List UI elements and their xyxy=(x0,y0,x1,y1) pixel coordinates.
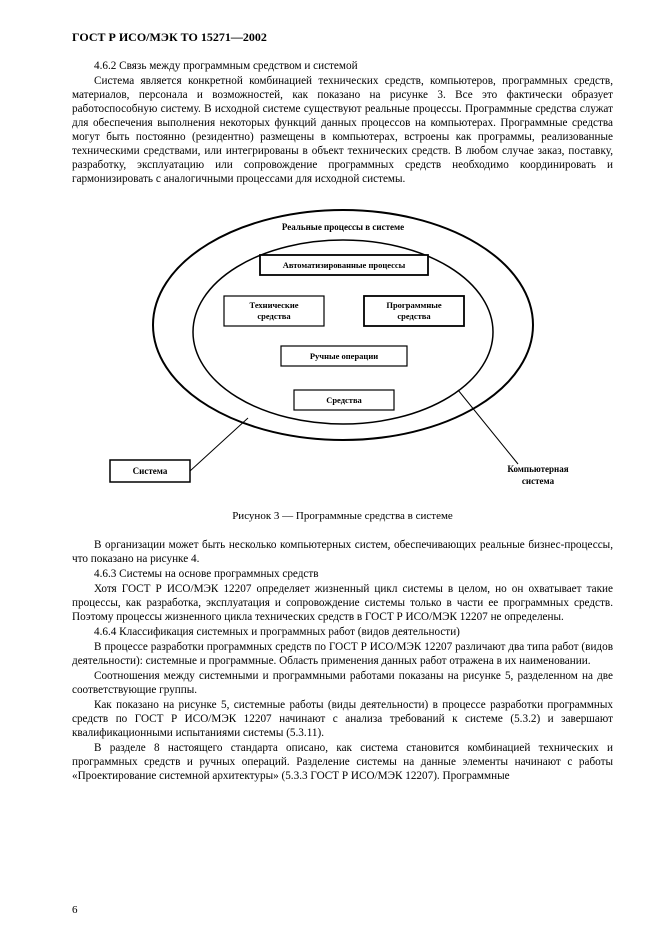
label-computer-system-1: Компьютерная xyxy=(507,464,568,474)
section-4-6-4-p4: В разделе 8 настоящего стандарта описано… xyxy=(72,741,613,783)
label-technical-means-2: средства xyxy=(257,311,291,321)
label-means: Средства xyxy=(326,395,362,405)
label-technical-means-1: Технические xyxy=(249,300,298,310)
figure-3-container: Реальные процессы в системе Автоматизиров… xyxy=(72,200,613,500)
label-computer-system-2: система xyxy=(521,476,554,486)
label-manual-ops: Ручные операции xyxy=(309,351,377,361)
label-software-means-2: средства xyxy=(397,311,431,321)
document-page: ГОСТ Р ИСО/МЭК ТО 15271—2002 4.6.2 Связь… xyxy=(0,0,661,936)
section-4-6-3-body: Хотя ГОСТ Р ИСО/МЭК 12207 определяет жиз… xyxy=(72,582,613,624)
section-4-6-4-p3: Как показано на рисунке 5, системные раб… xyxy=(72,698,613,740)
section-4-6-2-heading: 4.6.2 Связь между программным средством … xyxy=(72,59,613,73)
section-4-6-4-heading: 4.6.4 Классификация системных и программ… xyxy=(72,625,613,639)
section-4-6-3-heading: 4.6.3 Системы на основе программных сред… xyxy=(72,567,613,581)
page-number: 6 xyxy=(72,904,78,916)
label-system: Система xyxy=(132,466,167,476)
leader-system xyxy=(190,418,248,471)
section-4-6-4-p1: В процессе разработки программных средст… xyxy=(72,640,613,668)
figure-3-caption: Рисунок 3 — Программные средства в систе… xyxy=(72,510,613,522)
leader-computer-system xyxy=(458,390,518,464)
section-4-6-4-p2: Соотношения между системными и программн… xyxy=(72,669,613,697)
figure-3-diagram: Реальные процессы в системе Автоматизиров… xyxy=(98,200,588,500)
document-standard-header: ГОСТ Р ИСО/МЭК ТО 15271—2002 xyxy=(72,30,613,45)
label-software-means-1: Программные xyxy=(386,300,442,310)
after-figure-paragraph: В организации может быть несколько компь… xyxy=(72,538,613,566)
section-4-6-2-body: Система является конкретной комбинацией … xyxy=(72,74,613,186)
label-automated-processes: Автоматизированные процессы xyxy=(282,260,405,270)
label-real-processes: Реальные процессы в системе xyxy=(281,222,403,232)
